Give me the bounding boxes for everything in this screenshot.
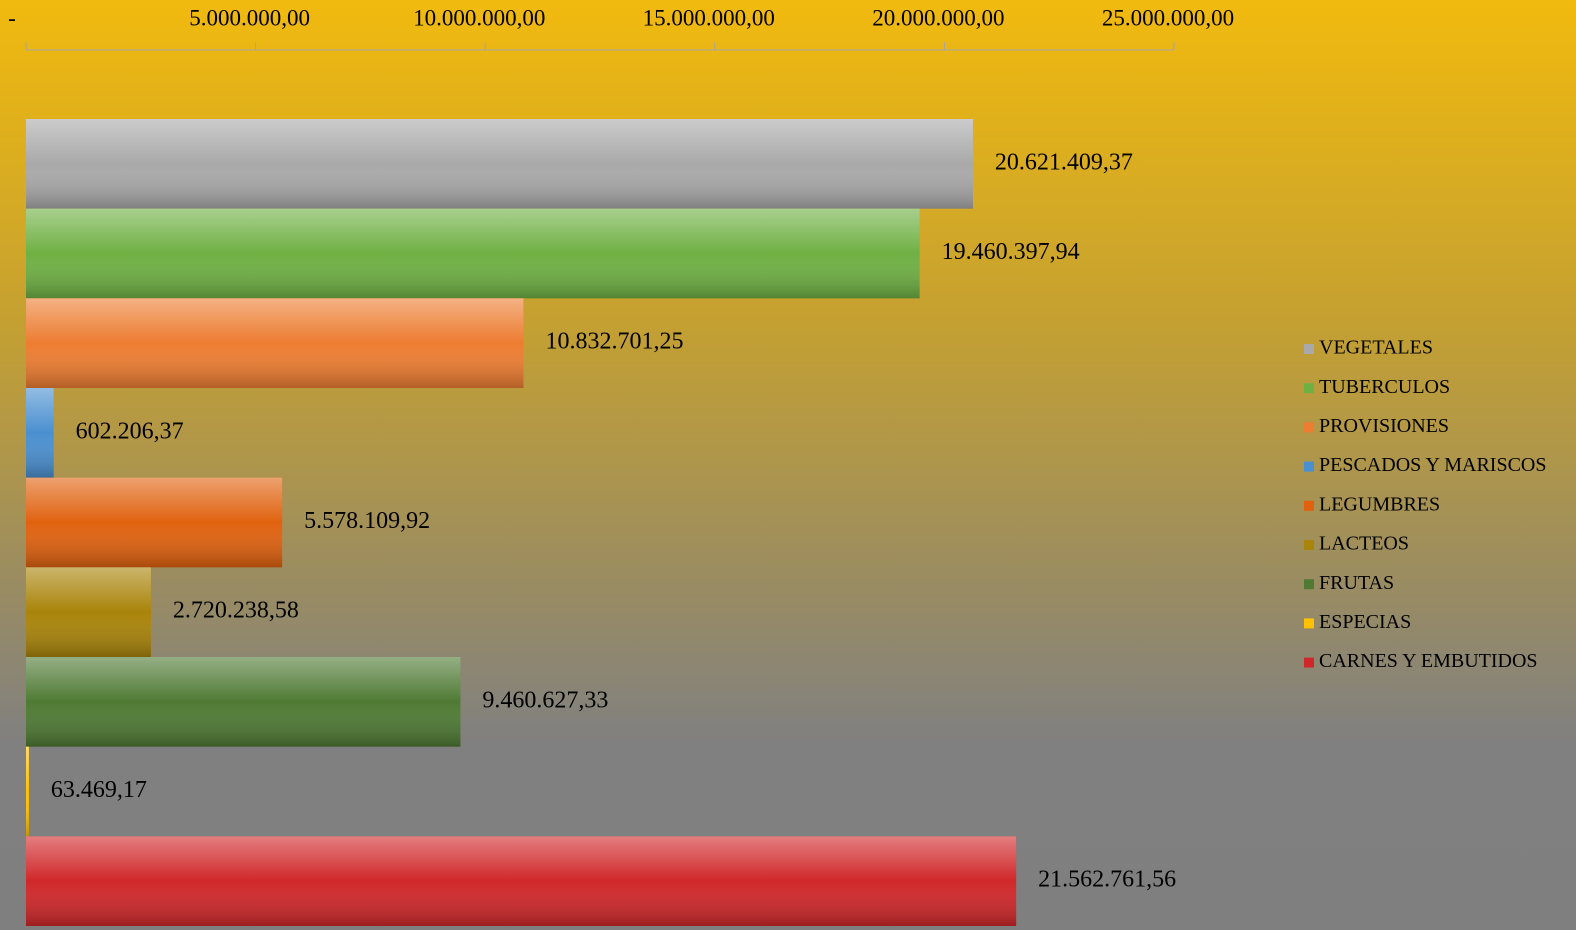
legend-label: PROVISIONES (1319, 415, 1449, 437)
data-label: 10.832.701,25 (545, 329, 683, 355)
legend-swatch (1304, 461, 1314, 472)
legend-label: LACTEOS (1319, 533, 1409, 555)
legend-label: LEGUMBRES (1319, 493, 1440, 515)
legend-label: TUBERCULOS (1319, 376, 1450, 398)
data-label: 5.578.109,92 (304, 508, 430, 534)
bar (26, 208, 920, 299)
x-tick-label: 10.000.000,00 (413, 5, 545, 30)
x-tick-label: 5.000.000,00 (189, 5, 310, 30)
legend-swatch (1304, 618, 1314, 629)
data-label: 21.562.761,56 (1038, 867, 1176, 893)
bar (26, 298, 524, 388)
bar (26, 567, 151, 657)
bar (26, 657, 461, 747)
legend-label: PESCADOS Y MARISCOS (1319, 454, 1546, 476)
legend-label: VEGETALES (1319, 337, 1433, 359)
legend-swatch (1304, 500, 1314, 511)
legend-label: CARNES Y EMBUTIDOS (1319, 650, 1538, 672)
data-label: 602.206,37 (76, 418, 184, 444)
x-tick-label: 25.000.000,00 (1102, 5, 1234, 30)
legend-swatch (1304, 383, 1314, 394)
data-label: 63.469,17 (51, 777, 147, 803)
legend-swatch (1304, 657, 1314, 668)
data-label: 19.460.397,94 (942, 239, 1080, 265)
legend-label: ESPECIAS (1319, 611, 1411, 633)
x-tick-label: 20.000.000,00 (872, 5, 1004, 30)
bar (26, 388, 54, 478)
data-label: 9.460.627,33 (482, 687, 608, 713)
bar (26, 746, 29, 837)
legend-swatch (1304, 540, 1314, 550)
bar (26, 836, 1017, 926)
legend-swatch (1304, 344, 1314, 354)
legend-swatch (1304, 579, 1314, 590)
x-tick-label: - (8, 5, 16, 30)
bar (26, 477, 283, 568)
legend-swatch (1304, 422, 1314, 433)
data-label: 2.720.238,58 (173, 598, 299, 624)
data-label: 20.621.409,37 (995, 149, 1133, 175)
x-tick-label: 15.000.000,00 (643, 5, 775, 30)
bar (26, 119, 973, 209)
legend-label: FRUTAS (1319, 572, 1394, 594)
